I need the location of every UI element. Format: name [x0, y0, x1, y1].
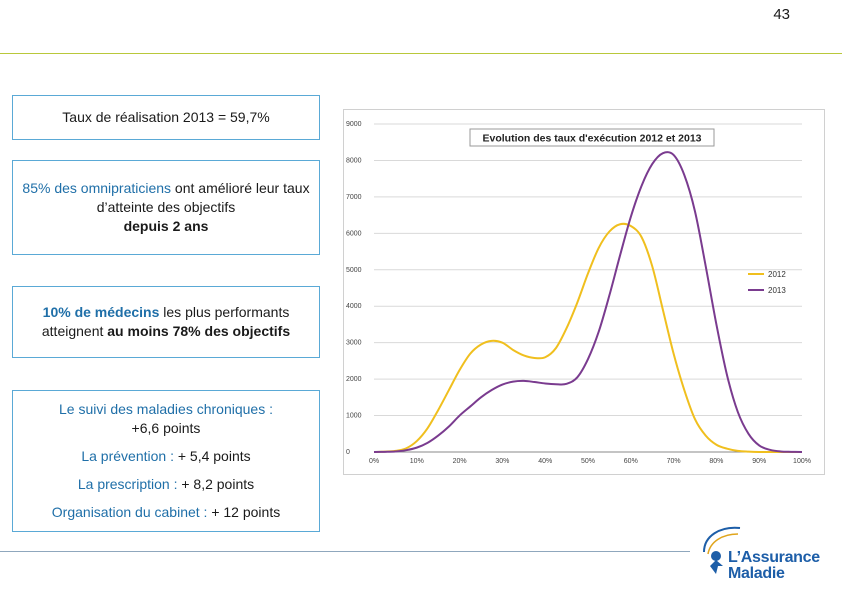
top-performers-goal: au moins 78% des objectifs [107, 323, 291, 339]
top-performers-highlight: 10% de médecins [42, 304, 160, 320]
x-tick-label: 20% [453, 458, 467, 465]
improvement-organisation-value: + 12 points [207, 504, 281, 521]
series-line-2013 [373, 151, 803, 453]
y-tick-label: 4000 [346, 303, 362, 310]
completion-rate-box: Taux de réalisation 2013 = 59,7% [12, 95, 320, 140]
improvement-prescription: La prescription : + 8,2 points [78, 475, 254, 494]
practitioners-detail: ont amélioré leur taux d’atteinte des ob… [96, 180, 310, 215]
improvement-prescription-value: + 8,2 points [177, 476, 255, 493]
y-tick-label: 6000 [346, 230, 362, 237]
y-tick-label: 0 [346, 449, 350, 456]
y-tick-label: 5000 [346, 267, 362, 274]
improvement-prevention-label: La prévention : [81, 447, 174, 464]
y-tick-label: 1000 [346, 413, 362, 420]
chart-title: Evolution des taux d'exécution 2012 et 2… [483, 133, 702, 145]
series-line-2012 [373, 222, 802, 454]
header-rule [0, 53, 842, 54]
improvement-chronic-value: +6,6 points [131, 419, 201, 436]
x-tick-label: 30% [495, 458, 509, 465]
y-tick-label: 2000 [346, 376, 362, 383]
x-tick-label: 0% [369, 458, 379, 465]
practitioners-period: depuis 2 ans [123, 218, 209, 234]
x-tick-label: 60% [624, 458, 638, 465]
logo-line1: L’Assurance [728, 549, 820, 566]
improvements-box: Le suivi des maladies chroniques : +6,6 … [12, 390, 320, 532]
y-tick-label: 3000 [346, 340, 362, 347]
improvement-prescription-label: La prescription : [77, 476, 178, 493]
x-tick-label: 70% [667, 458, 681, 465]
logo-wordmark: L’Assurance Maladie [728, 550, 820, 582]
improvement-organisation-label: Organisation du cabinet : [51, 504, 208, 521]
practitioners-box: 85% des omnipraticiens ont amélioré leur… [12, 160, 320, 255]
chart-title-box [469, 128, 715, 147]
x-tick-label: 90% [752, 458, 766, 465]
execution-rate-chart-svg: 0 1000 2000 3000 4000 5000 6000 7000 8000 9000 0% 1… [346, 121, 811, 465]
x-tick-label: 40% [538, 458, 552, 465]
improvement-prevention-value: + 5,4 points [173, 447, 251, 464]
x-tick-label: 80% [709, 458, 723, 465]
y-tick-label: 9000 [346, 121, 362, 128]
x-tick-label: 100% [793, 458, 811, 465]
improvement-chronic-label: Le suivi des maladies chroniques : [58, 400, 273, 417]
top-performers-text: 10% de médecins les plus performants att… [13, 303, 319, 341]
improvement-chronic: Le suivi des maladies chroniques : +6,6 … [59, 400, 273, 438]
x-tick-label: 10% [410, 458, 424, 465]
legend-label-2013: 2013 [768, 286, 786, 295]
x-tick-label: 50% [581, 458, 595, 465]
y-tick-label: 8000 [346, 157, 362, 164]
practitioners-text: 85% des omnipraticiens ont amélioré leur… [13, 179, 319, 236]
improvement-organisation: Organisation du cabinet : + 12 points [52, 503, 280, 522]
footer-rule [0, 551, 690, 552]
assurance-maladie-logo: L’Assurance Maladie [690, 522, 830, 584]
completion-rate-text: Taux de réalisation 2013 = 59,7% [62, 109, 270, 125]
assurance-maladie-emblem-icon [703, 526, 741, 574]
practitioners-highlight: 85% des omnipraticiens [22, 180, 172, 196]
top-performers-detail: les plus performants atteignent [41, 304, 290, 339]
top-performers-box: 10% de médecins les plus performants att… [12, 286, 320, 358]
y-tick-label: 7000 [346, 194, 362, 201]
logo-line2: Maladie [728, 565, 785, 582]
legend-label-2012: 2012 [768, 270, 786, 279]
improvement-prevention: La prévention : + 5,4 points [81, 447, 250, 466]
execution-rate-chart: 0 1000 2000 3000 4000 5000 6000 7000 8000 9000 0% 1… [343, 109, 825, 475]
page-number: 43 [773, 6, 790, 23]
